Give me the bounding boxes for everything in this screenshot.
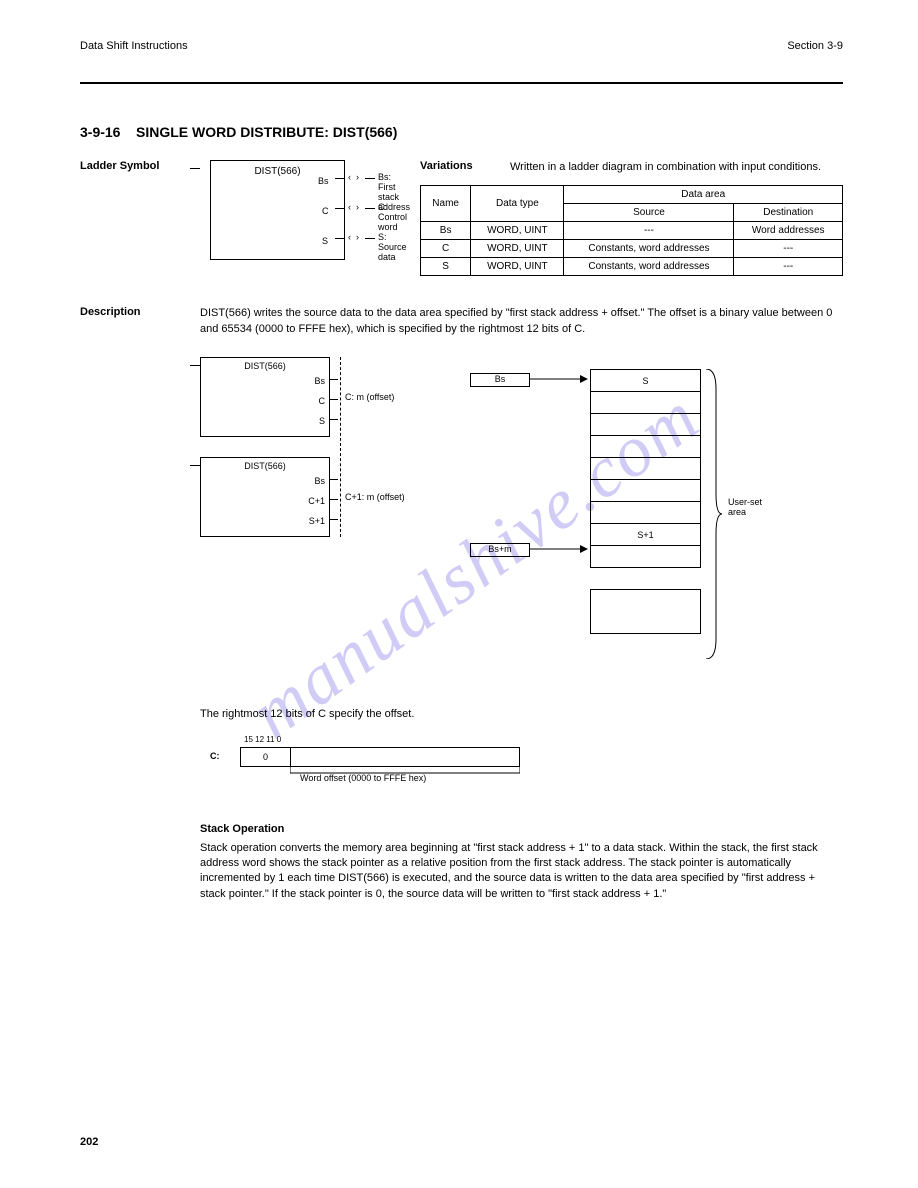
note-c1: C+1: m (offset) — [345, 492, 405, 502]
stack-table: S S+1 — [590, 369, 701, 568]
header-right: Section 3-9 — [787, 40, 843, 52]
ptr-bsm: Bs+m — [470, 543, 530, 557]
page-content: Data Shift Instructions Section 3-9 3-9-… — [80, 40, 843, 1148]
ladder-block-name: DIST(566) — [211, 161, 344, 177]
stack-heading: Stack Operation — [200, 823, 843, 835]
c-note: The rightmost 12 bits of C specify the o… — [200, 707, 843, 722]
variations-text: Written in a ladder diagram in combinati… — [510, 160, 821, 175]
description-text: DIST(566) writes the source data to the … — [200, 306, 843, 337]
arrow-icon — [530, 369, 590, 389]
note-c: C: m (offset) — [345, 392, 394, 402]
offset-diagram: DIST(566) Bs C S C: m (offset) DIST(566)… — [200, 357, 843, 697]
table-row: C WORD, UINT Constants, word addresses -… — [421, 240, 843, 258]
page-header: Data Shift Instructions Section 3-9 — [80, 40, 843, 52]
c-bit-diagram: C: 15 12 11 0 0 Word offset (0000 to FFF… — [240, 733, 843, 793]
brace-label: User-set area — [728, 497, 762, 517]
arrow-icon — [530, 539, 590, 559]
description-label: Description — [80, 306, 170, 337]
stack-text: Stack operation converts the memory area… — [200, 841, 843, 903]
header-left: Data Shift Instructions — [80, 40, 188, 52]
table-row: Bs WORD, UINT --- Word addresses — [421, 222, 843, 240]
variations-label: Variations — [420, 160, 490, 175]
table-row: S WORD, UINT Constants, word addresses -… — [421, 258, 843, 276]
pin-s: S: Source data — [378, 232, 407, 262]
header-rule — [80, 82, 843, 84]
param-table: Name Data type Data area Source Destinat… — [420, 185, 843, 276]
ptr-bs: Bs — [470, 373, 530, 387]
brace-icon — [704, 369, 724, 659]
ladder-symbol-label: Ladder Symbol — [80, 160, 170, 172]
pin-c: C: Control word — [378, 202, 407, 232]
page-number: 202 — [80, 1136, 98, 1148]
ladder-diagram: DIST(566) ‹ › ‹ › ‹ › Bs: First stack ad… — [200, 160, 390, 270]
section-title: 3-9-16 SINGLE WORD DISTRIBUTE: DIST(566) — [80, 124, 843, 140]
